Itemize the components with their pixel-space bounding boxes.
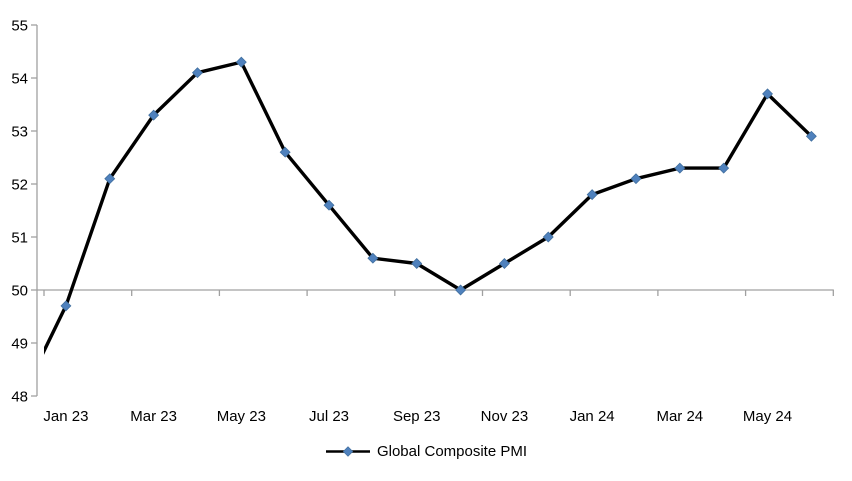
data-point-marker xyxy=(630,173,642,185)
data-point-marker xyxy=(367,252,379,264)
x-axis-tick-label: Jul 23 xyxy=(309,408,349,425)
legend-label: Global Composite PMI xyxy=(376,442,528,460)
data-point-markers xyxy=(60,56,817,312)
y-axis-tick-label: 50 xyxy=(11,283,28,300)
data-point-marker xyxy=(411,258,423,269)
x-axis-tick-label: Jan 24 xyxy=(570,408,615,425)
plot-area: 48 49 50 51 52 53 54 55 Jan 23 Mar 23 May 23 Jul 23… xyxy=(11,18,834,425)
y-axis-tick-label: 52 xyxy=(11,177,28,194)
x-axis-tick-label: Nov 23 xyxy=(481,408,529,425)
legend-key xyxy=(325,445,370,457)
y-axis-tick-label: 55 xyxy=(11,18,28,35)
data-point-marker xyxy=(586,189,598,201)
x-axis-tick-label: Sep 23 xyxy=(393,408,441,425)
x-axis-labels: Jan 23 Mar 23 May 23 Jul 23 Sep 23 Nov 23 Jan … xyxy=(43,408,792,425)
data-point-marker xyxy=(542,231,554,243)
pmi-line xyxy=(44,60,813,355)
data-point-marker xyxy=(805,130,817,142)
data-point-marker xyxy=(192,67,203,79)
y-axis-tick-label: 51 xyxy=(11,230,28,247)
x-axis-tick-label: May 23 xyxy=(217,408,266,425)
data-point-marker xyxy=(60,300,72,312)
x-axis-tick-label: Jan 23 xyxy=(43,408,88,425)
data-point-marker xyxy=(674,162,686,174)
data-point-marker xyxy=(455,284,467,296)
chart-legend: Global Composite PMI xyxy=(0,440,852,462)
y-axis: 48 49 50 51 52 53 54 55 xyxy=(11,18,38,406)
y-axis-tick-label: 53 xyxy=(11,124,28,141)
y-axis-tick-label: 49 xyxy=(11,336,28,353)
data-point-marker xyxy=(323,199,335,211)
data-point-marker xyxy=(762,88,773,100)
category-axis xyxy=(37,289,834,296)
data-point-marker xyxy=(104,173,116,185)
data-point-marker xyxy=(235,56,247,68)
data-point-marker xyxy=(498,258,510,269)
data-point-marker xyxy=(718,162,730,174)
data-point-marker xyxy=(279,146,291,158)
data-point-marker xyxy=(148,109,160,121)
x-axis-tick-label: May 24 xyxy=(743,408,792,425)
legend-diamond-marker-icon xyxy=(342,445,354,457)
y-axis-tick-label: 48 xyxy=(11,389,28,406)
x-axis-tick-label: Mar 23 xyxy=(130,408,177,425)
y-axis-tick-label: 54 xyxy=(11,71,28,88)
x-axis-tick-label: Mar 24 xyxy=(656,408,703,425)
